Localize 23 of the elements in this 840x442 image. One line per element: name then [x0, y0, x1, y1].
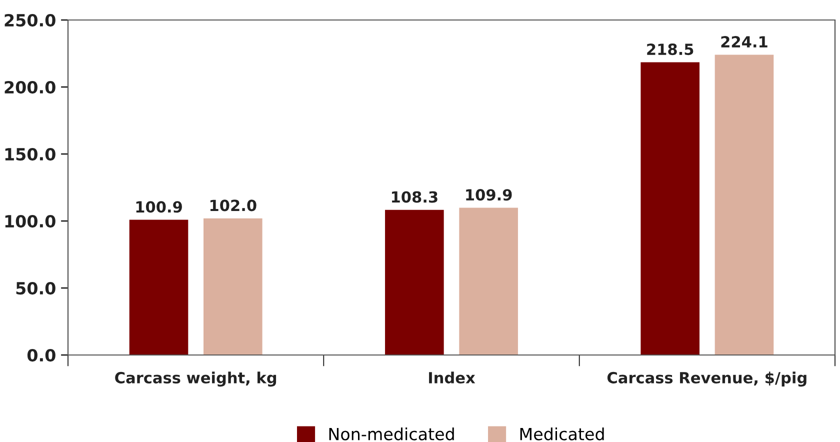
bar [385, 210, 444, 355]
legend-label: Non-medicated [329, 427, 454, 440]
x-tick-label: Index [429, 372, 476, 384]
data-label: 224.1 [721, 36, 768, 48]
bar [714, 54, 774, 355]
data-label: 100.9 [136, 201, 182, 213]
x-tick-label: Carcass weight, kg [115, 372, 276, 387]
bar [129, 220, 188, 355]
bar [640, 62, 700, 355]
y-tick-label: 50.0 [16, 282, 56, 295]
legend-label: Medicated [520, 427, 604, 440]
data-label: 218.5 [647, 44, 694, 56]
y-tick-label: 100.0 [5, 214, 56, 228]
data-label: 109.9 [466, 189, 512, 201]
bar [204, 218, 262, 355]
bar [459, 208, 518, 355]
y-tick-label: 0.0 [27, 348, 56, 362]
y-tick-label: 200.0 [4, 80, 56, 94]
y-tick-label: 150.0 [5, 148, 56, 161]
data-label: 102.0 [210, 200, 256, 212]
x-tick-label: Carcass Revenue, $/pig [607, 372, 806, 387]
data-label: 108.3 [392, 191, 438, 203]
y-tick-label: 250.0 [4, 14, 56, 27]
